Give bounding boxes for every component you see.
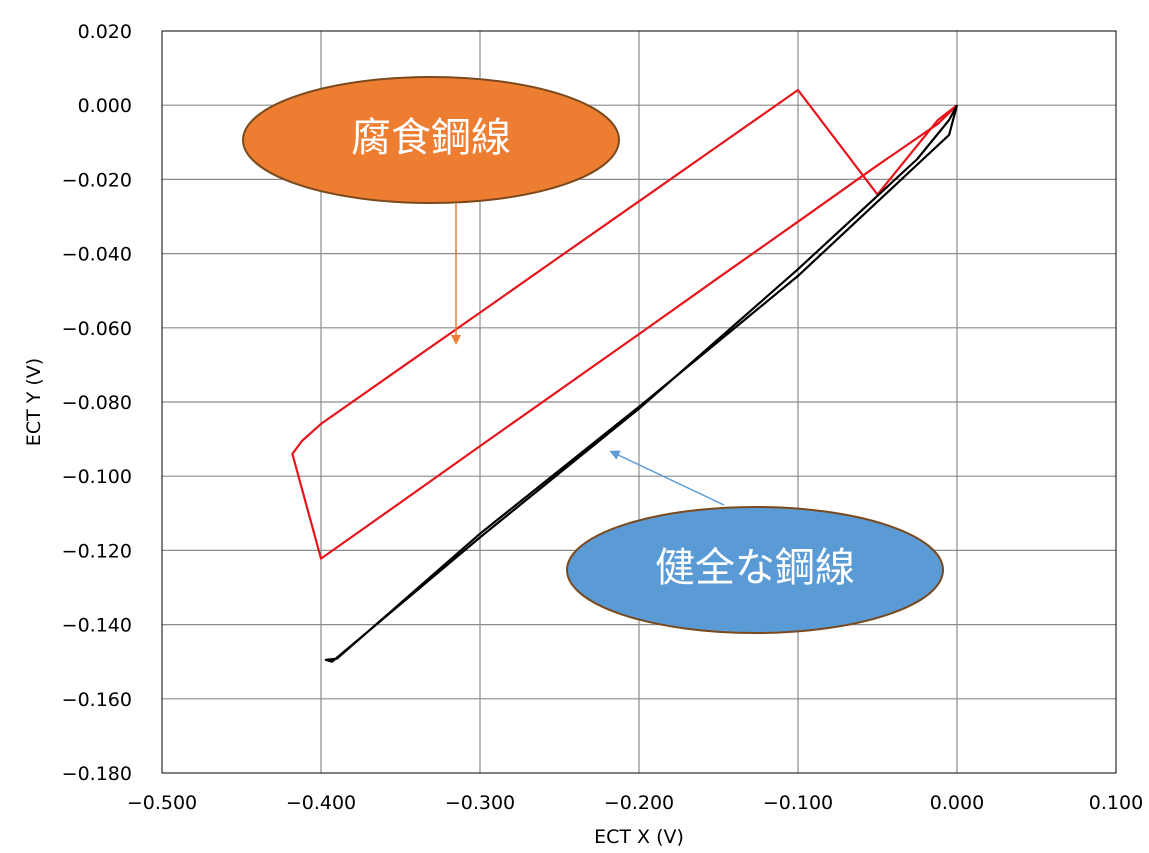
y-tick-label: −0.100 [62, 466, 132, 488]
y-tick-label: −0.040 [62, 244, 132, 266]
callout-corroded-ellipse [242, 76, 620, 204]
x-tick-label: 0.100 [1089, 792, 1143, 814]
y-tick-label: 0.000 [78, 95, 132, 117]
x-tick-label: −0.200 [604, 792, 674, 814]
x-tick-label: −0.300 [445, 792, 515, 814]
x-axis-ticks: −0.500 −0.400 −0.300 −0.200 −0.100 0.000 0.100 [127, 792, 1143, 814]
series-lines [291, 88, 959, 663]
y-tick-label: −0.060 [62, 318, 132, 340]
y-axis-title: ECT Y (V) [23, 358, 45, 446]
y-tick-label: −0.160 [62, 689, 132, 711]
callout-corroded-label: 腐食鋼線 [351, 115, 511, 161]
y-tick-label: −0.080 [62, 392, 132, 414]
callout-corroded-wire: 腐食鋼線 [242, 76, 620, 345]
callout-sound-label: 健全な鋼線 [655, 545, 855, 591]
y-tick-label: 0.020 [78, 21, 132, 43]
callout-sound-ellipse [566, 506, 944, 634]
y-tick-label: −0.020 [62, 169, 132, 191]
x-tick-label: 0.000 [930, 792, 984, 814]
series-line-red [291, 88, 958, 560]
x-tick-label: −0.400 [286, 792, 356, 814]
x-tick-label: −0.100 [763, 792, 833, 814]
x-tick-label: −0.500 [127, 792, 197, 814]
plot-area-border [161, 30, 1117, 774]
callout-sound-arrow [609, 450, 725, 506]
series-line-black [324, 104, 959, 663]
y-axis-ticks: 0.020 0.000 −0.020 −0.040 −0.060 −0.080 −0.100… [62, 21, 132, 785]
y-tick-label: −0.180 [62, 763, 132, 785]
x-axis-title: ECT X (V) [594, 826, 684, 848]
callout-sound-wire: 健全な鋼線 [566, 450, 944, 634]
y-tick-label: −0.140 [62, 615, 132, 637]
y-tick-label: −0.120 [62, 540, 132, 562]
